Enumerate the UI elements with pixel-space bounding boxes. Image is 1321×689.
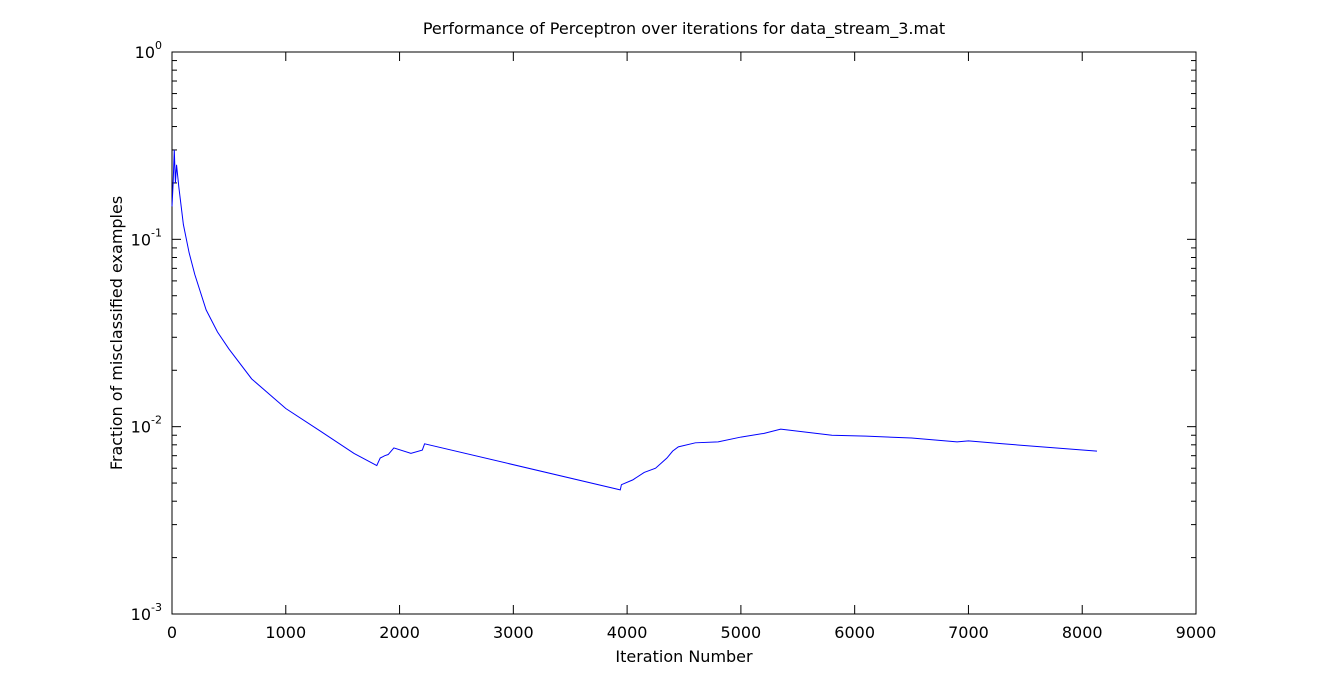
x-tick-label: 6000 <box>834 623 875 642</box>
x-axis-label: Iteration Number <box>615 647 753 666</box>
plot-frame <box>171 51 1197 615</box>
x-tick-label: 0 <box>167 623 177 642</box>
x-tick-label: 5000 <box>721 623 762 642</box>
x-tick-label: 1000 <box>265 623 306 642</box>
x-tick-label: 8000 <box>1062 623 1103 642</box>
chart-title: Performance of Perceptron over iteration… <box>423 19 945 39</box>
x-tick-label: 3000 <box>493 623 534 642</box>
y-axis-label: Fraction of misclassified examples <box>107 196 126 470</box>
x-tick-label: 4000 <box>607 623 648 642</box>
y-tick-label: 10-1 <box>131 226 162 249</box>
y-tick-label: 10-3 <box>131 601 162 624</box>
x-tick-label: 7000 <box>948 623 989 642</box>
y-tick-label: 10-2 <box>131 414 162 437</box>
x-tick-label: 9000 <box>1176 623 1217 642</box>
data-line <box>171 149 1098 491</box>
x-tick-label: 2000 <box>379 623 420 642</box>
y-tick-label: 100 <box>135 39 162 62</box>
